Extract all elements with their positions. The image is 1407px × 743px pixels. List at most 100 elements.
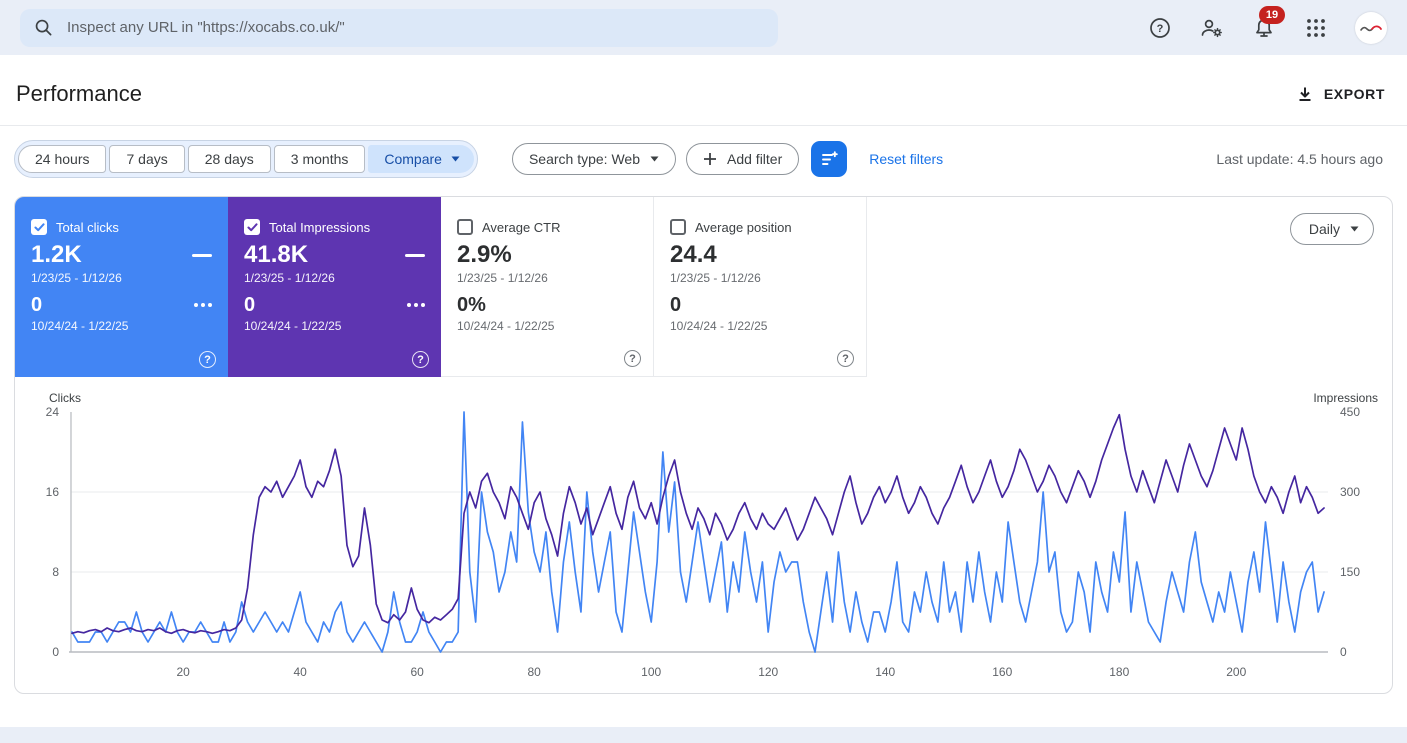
performance-chart-card: Total clicks 1.2K 1/23/25 - 1/12/26 0 10… (14, 196, 1393, 694)
notification-count-badge: 19 (1259, 5, 1285, 24)
account-avatar[interactable] (1355, 11, 1387, 44)
export-button[interactable]: EXPORT (1296, 85, 1391, 103)
x-axis-tick: 160 (992, 665, 1013, 679)
checkbox-unchecked-icon[interactable] (670, 219, 686, 235)
chart-canvas (69, 411, 1328, 653)
left-axis-ticks: 0 8 16 24 (15, 405, 69, 659)
metric-value-previous: 0% (457, 294, 486, 316)
x-axis-tick: 140 (875, 665, 896, 679)
x-axis-tick: 40 (293, 665, 307, 679)
x-axis-tick: 120 (758, 665, 779, 679)
tab-28-days[interactable]: 28 days (187, 145, 271, 173)
help-icon: ? (1150, 17, 1170, 38)
y-axis-tick-impressions: 150 (1340, 565, 1361, 579)
download-icon (1299, 87, 1311, 101)
y-axis-tick-impressions: 300 (1340, 485, 1361, 499)
filter-list-icon (822, 151, 838, 165)
last-update-text: Last update: 4.5 hours ago (1216, 151, 1383, 167)
compare-label: Compare (384, 151, 442, 167)
left-axis-title: Clicks (49, 391, 81, 405)
tab-compare[interactable]: Compare (368, 145, 474, 173)
y-axis-tick-clicks: 16 (45, 485, 59, 499)
filter-toolbar: 24 hours 7 days 28 days 3 months Compare… (0, 126, 1407, 194)
date-range-previous: 10/24/24 - 1/22/25 (31, 319, 129, 333)
date-range-previous: 10/24/24 - 1/22/25 (457, 319, 555, 333)
x-axis-tick: 60 (410, 665, 424, 679)
plus-icon (704, 153, 716, 165)
date-range-previous: 10/24/24 - 1/22/25 (670, 319, 768, 333)
tab-3-months[interactable]: 3 months (273, 145, 366, 173)
date-range-segmented-control: 24 hours 7 days 28 days 3 months Compare (14, 140, 478, 178)
x-axis-tick: 100 (641, 665, 662, 679)
account-logo-icon (1360, 24, 1382, 31)
user-settings-icon (1201, 19, 1222, 37)
date-range-current: 1/23/25 - 1/12/26 (457, 271, 548, 285)
metric-help-icon[interactable] (412, 351, 429, 368)
search-type-dropdown[interactable]: Search type: Web (511, 143, 676, 175)
metric-card-average-position[interactable]: Average position 24.4 1/23/25 - 1/12/26 … (654, 197, 867, 377)
metric-help-icon[interactable] (624, 350, 641, 367)
y-axis-tick-clicks: 0 (52, 645, 59, 659)
page-title: Performance (16, 81, 142, 106)
metric-label: Average CTR (482, 219, 561, 235)
more-options-icon[interactable] (407, 303, 425, 307)
x-axis-tick: 180 (1109, 665, 1130, 679)
filter-toggle-button[interactable] (811, 141, 848, 177)
y-axis-tick-clicks: 24 (45, 405, 59, 419)
top-app-bar: Inspect any URL in "https://xocabs.co.uk… (0, 0, 1407, 55)
metric-value-current: 1.2K (31, 241, 82, 268)
more-options-icon[interactable] (194, 303, 212, 307)
checkbox-checked-icon[interactable] (244, 219, 260, 235)
metric-value-current: 2.9% (457, 241, 512, 268)
metric-help-icon[interactable] (199, 351, 216, 368)
google-apps-button[interactable] (1303, 15, 1329, 41)
apps-grid-icon (1307, 18, 1325, 37)
url-inspect-search-field[interactable]: Inspect any URL in "https://xocabs.co.uk… (20, 8, 778, 47)
trend-dash-icon (405, 253, 425, 257)
export-label: EXPORT (1323, 86, 1385, 102)
tab-7-days[interactable]: 7 days (109, 145, 185, 173)
metric-card-total-impressions[interactable]: Total Impressions 41.8K 1/23/25 - 1/12/2… (228, 197, 441, 377)
checkbox-checked-icon[interactable] (31, 219, 47, 235)
metric-value-current: 24.4 (670, 241, 717, 268)
trend-dash-icon (192, 253, 212, 257)
checkbox-unchecked-icon[interactable] (457, 219, 473, 235)
metric-value-previous: 0 (31, 294, 43, 316)
search-type-label: Search type: Web (528, 151, 640, 167)
granularity-label: Daily (1308, 221, 1340, 237)
metric-card-average-ctr[interactable]: Average CTR 2.9% 1/23/25 - 1/12/26 0% 10… (441, 197, 654, 377)
metric-tiles-row: Total clicks 1.2K 1/23/25 - 1/12/26 0 10… (15, 197, 1392, 377)
timeseries-chart: Clicks Impressions 0 8 16 24 0 150 300 450 20 4… (15, 377, 1392, 693)
search-placeholder: Inspect any URL in "https://xocabs.co.uk… (67, 19, 345, 36)
date-range-previous: 10/24/24 - 1/22/25 (244, 319, 342, 333)
reset-filters-link[interactable]: Reset filters (869, 151, 944, 167)
y-axis-tick-clicks: 8 (52, 565, 59, 579)
right-axis-ticks: 0 150 300 450 (1328, 405, 1392, 659)
date-range-current: 1/23/25 - 1/12/26 (244, 271, 335, 285)
metric-label: Average position (695, 219, 792, 235)
metric-label: Total Impressions (269, 219, 371, 235)
date-range-current: 1/23/25 - 1/12/26 (31, 271, 122, 285)
performance-page: Performance EXPORT 24 hours 7 days 28 da… (0, 55, 1407, 727)
y-axis-tick-impressions: 450 (1340, 405, 1361, 419)
granularity-dropdown[interactable]: Daily (1289, 213, 1374, 245)
help-button[interactable]: ? (1147, 15, 1173, 41)
x-axis-tick: 80 (527, 665, 541, 679)
metric-card-total-clicks[interactable]: Total clicks 1.2K 1/23/25 - 1/12/26 0 10… (15, 197, 228, 377)
svg-text:?: ? (1157, 23, 1164, 35)
tab-24-hours[interactable]: 24 hours (18, 145, 107, 173)
chevron-down-icon (1350, 226, 1359, 232)
metric-help-icon[interactable] (837, 350, 854, 367)
y-axis-tick-impressions: 0 (1340, 645, 1347, 659)
notifications-button[interactable]: 19 (1251, 5, 1285, 41)
x-axis-ticks: 20 40 60 80 100 120 140 160 180 200 (69, 661, 1328, 687)
metric-value-current: 41.8K (244, 241, 309, 268)
metric-label: Total clicks (56, 219, 119, 235)
manage-account-button[interactable] (1199, 15, 1225, 41)
add-filter-button[interactable]: Add filter (686, 143, 800, 175)
right-axis-title: Impressions (1313, 391, 1378, 405)
metric-value-previous: 0 (244, 294, 256, 316)
chart-plot-area[interactable] (69, 407, 1328, 657)
header-divider (0, 125, 1407, 126)
x-axis-tick: 200 (1226, 665, 1247, 679)
